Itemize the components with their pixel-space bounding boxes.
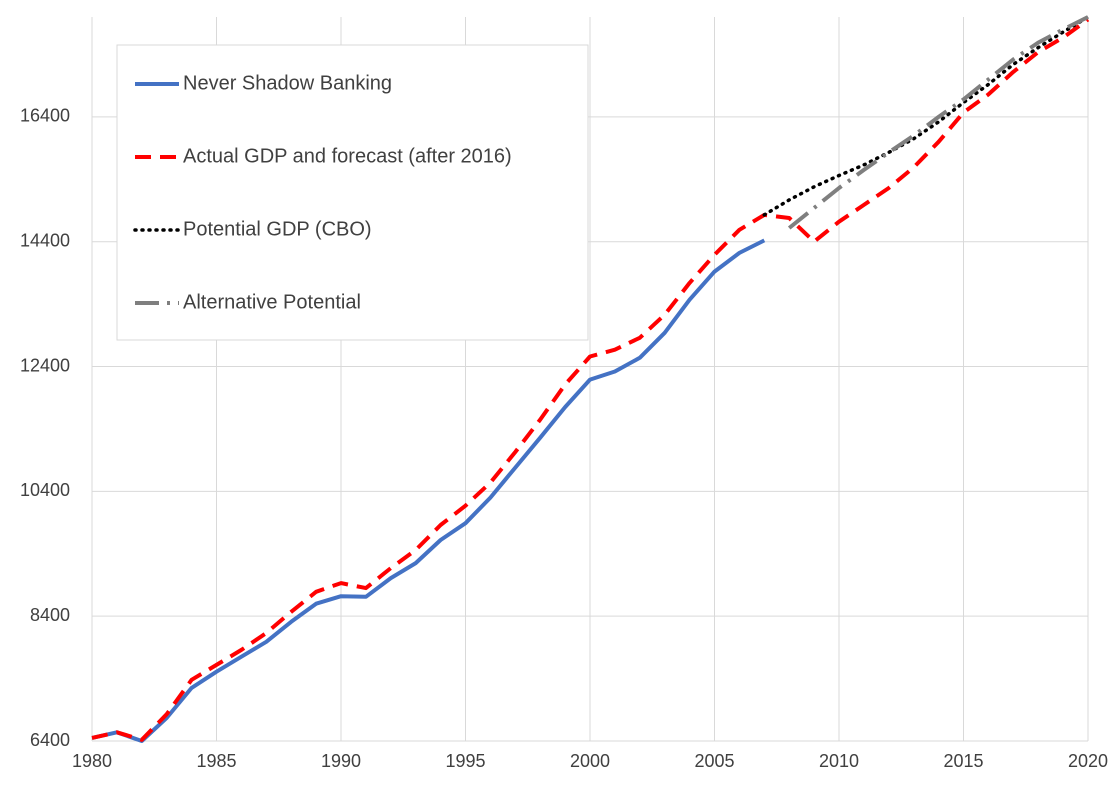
legend: Never Shadow Banking Actual GDP and forec… bbox=[116, 44, 589, 341]
x-tick-label: 1985 bbox=[196, 751, 236, 771]
x-tick-label: 1980 bbox=[72, 751, 112, 771]
y-tick-label: 8400 bbox=[30, 605, 70, 625]
legend-label: Potential GDP (CBO) bbox=[183, 218, 372, 240]
x-tick-label: 2005 bbox=[694, 751, 734, 771]
y-tick-label: 16400 bbox=[20, 106, 70, 126]
legend-label: Never Shadow Banking bbox=[183, 72, 392, 94]
y-tick-label: 10400 bbox=[20, 480, 70, 500]
y-tick-label: 6400 bbox=[30, 730, 70, 750]
series-line bbox=[787, 15, 1089, 230]
legend-label: Alternative Potential bbox=[183, 291, 361, 313]
legend-box bbox=[116, 44, 589, 341]
series-line bbox=[91, 17, 1090, 742]
y-tick-label: 14400 bbox=[20, 230, 70, 250]
x-tick-label: 2020 bbox=[1068, 751, 1108, 771]
series-line bbox=[91, 238, 766, 743]
x-tick-label: 2000 bbox=[570, 751, 610, 771]
x-tick-label: 1995 bbox=[445, 751, 485, 771]
x-tick-label: 1990 bbox=[321, 751, 361, 771]
legend-label: Actual GDP and forecast (after 2016) bbox=[183, 145, 512, 167]
series-line bbox=[762, 15, 1090, 217]
plot bbox=[91, 15, 1090, 743]
y-tick-label: 12400 bbox=[20, 355, 70, 375]
x-tick-label: 2015 bbox=[943, 751, 983, 771]
x-tick-label: 2010 bbox=[819, 751, 859, 771]
